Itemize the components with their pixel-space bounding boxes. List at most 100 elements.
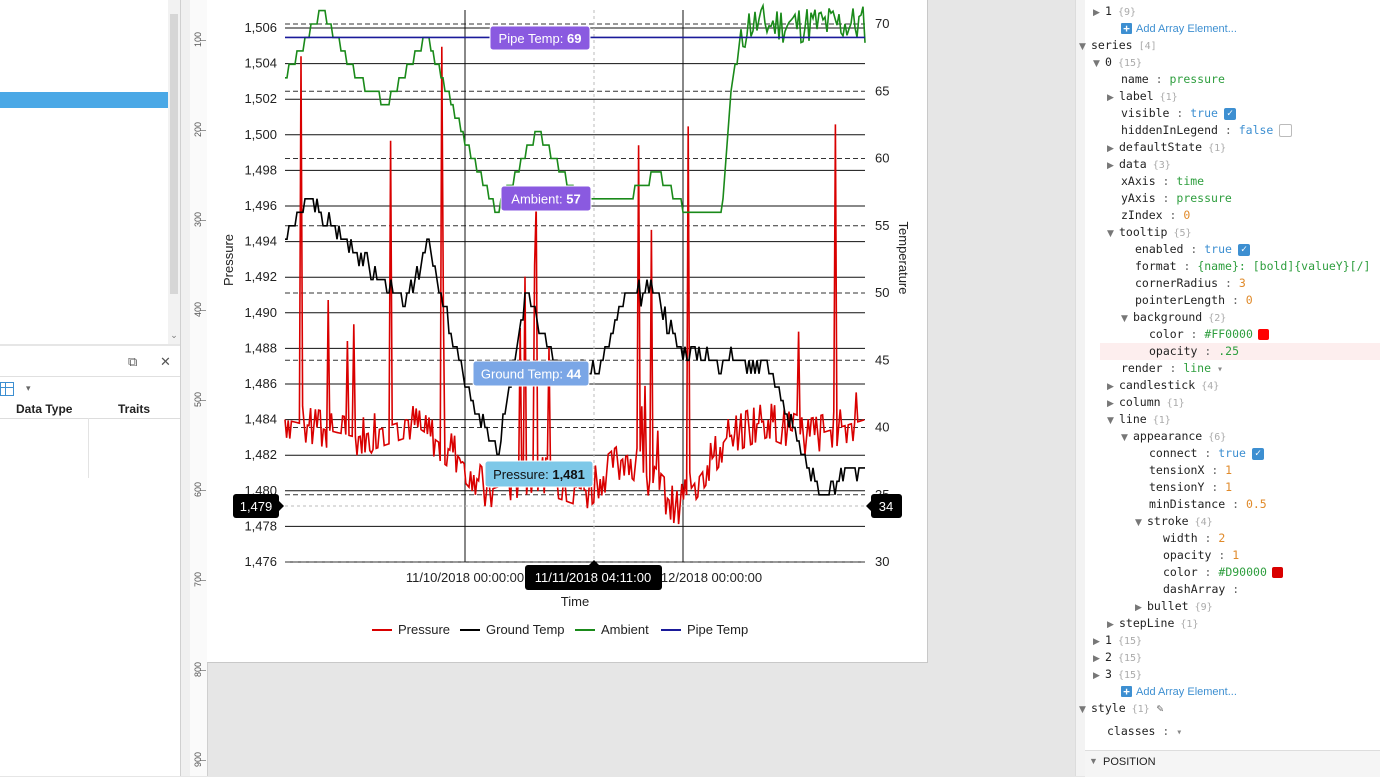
chevron-down-icon[interactable]: ▾ (26, 383, 31, 393)
property-row[interactable]: width : 2 (1163, 530, 1225, 547)
property-row[interactable]: ▶ 3 {15} (1093, 666, 1142, 683)
selected-tree-row[interactable] (0, 92, 168, 108)
property-row[interactable]: ▶ label {1} (1107, 88, 1178, 105)
property-row[interactable]: ▶ data {3} (1107, 156, 1171, 173)
checkbox[interactable]: ✓ (1223, 107, 1236, 120)
checkbox[interactable]: ✓ (1237, 243, 1250, 256)
property-value[interactable]: line (1183, 361, 1212, 375)
chevron-down-icon[interactable]: ▾ (1211, 364, 1224, 375)
expand-arrow-icon[interactable]: ▶ (1093, 637, 1100, 647)
property-row[interactable]: ▶ 1 {9} (1093, 3, 1136, 20)
color-swatch[interactable] (1257, 329, 1269, 340)
property-row[interactable]: xAxis : time (1121, 173, 1204, 190)
legend-item-label[interactable]: Pipe Temp (687, 622, 748, 637)
expand-arrow-icon[interactable]: ▶ (1093, 654, 1100, 664)
plus-icon[interactable]: + (1121, 686, 1132, 697)
property-row[interactable]: tensionY : 1 (1149, 479, 1232, 496)
expand-arrow-icon[interactable]: ▶ (1135, 603, 1142, 613)
property-row[interactable]: ▼ background {2} (1121, 309, 1226, 326)
add-array-element-label[interactable]: Add Array Element... (1136, 23, 1237, 35)
expand-arrow-icon[interactable]: ▶ (1107, 399, 1114, 409)
property-row[interactable]: opacity : .25 (1100, 343, 1380, 360)
property-row[interactable]: cornerRadius : 3 (1135, 275, 1246, 292)
property-row[interactable]: classes : ▾ (1107, 723, 1182, 740)
property-value[interactable]: pressure (1176, 191, 1232, 205)
property-row[interactable]: ▶ column {1} (1107, 394, 1185, 411)
legend-item-label[interactable]: Ground Temp (486, 622, 565, 637)
column-header-data-type[interactable]: Data Type (16, 402, 73, 416)
property-row[interactable]: ▼ line {1} (1107, 411, 1171, 428)
property-value[interactable]: #D90000 (1218, 565, 1267, 579)
property-row[interactable]: ▼ stroke {4} (1135, 513, 1213, 530)
property-row[interactable]: enabled : true ✓ (1135, 241, 1250, 258)
property-value[interactable]: {name}: [bold]{valueY}[/] (1197, 259, 1371, 273)
plus-icon[interactable]: + (1121, 23, 1132, 34)
scrollbar[interactable]: ⌄ (168, 0, 180, 344)
property-row[interactable]: connect : true ✓ (1149, 445, 1264, 462)
property-value[interactable]: 1 (1232, 548, 1240, 562)
property-row[interactable]: dashArray : (1163, 581, 1239, 598)
collapse-arrow-icon[interactable]: ▼ (1107, 229, 1114, 239)
collapse-arrow-icon[interactable]: ▼ (1121, 314, 1128, 324)
splitter[interactable] (1075, 0, 1086, 776)
property-value[interactable]: pressure (1169, 72, 1225, 86)
property-value[interactable]: #FF0000 (1204, 327, 1253, 341)
checkbox[interactable]: ✓ (1251, 447, 1264, 460)
add-array-element-label[interactable]: Add Array Element... (1136, 686, 1237, 698)
property-row[interactable]: visible : true ✓ (1121, 105, 1236, 122)
expand-arrow-icon[interactable]: ▶ (1107, 382, 1114, 392)
property-value[interactable]: .25 (1218, 344, 1240, 358)
expand-arrow-icon[interactable]: ▶ (1107, 161, 1114, 171)
property-value[interactable]: 0.5 (1245, 497, 1267, 511)
collapse-arrow-icon[interactable]: ▼ (1121, 433, 1128, 443)
property-row[interactable]: ▼ 0 {15} (1093, 54, 1142, 71)
property-value[interactable]: 2 (1218, 531, 1226, 545)
property-value[interactable]: true (1204, 242, 1232, 256)
property-row[interactable]: ▼ appearance {6} (1121, 428, 1226, 445)
property-value[interactable]: false (1238, 123, 1274, 137)
property-row[interactable]: minDistance : 0.5 (1149, 496, 1267, 513)
property-value[interactable]: 0 (1245, 293, 1253, 307)
property-row[interactable]: yAxis : pressure (1121, 190, 1232, 207)
position-section-header[interactable]: ▼ POSITION (1085, 750, 1380, 777)
property-value[interactable]: time (1176, 174, 1205, 188)
property-row[interactable]: pointerLength : 0 (1135, 292, 1253, 309)
add-array-element-link[interactable]: + Add Array Element... (1121, 20, 1237, 37)
expand-arrow-icon[interactable]: ▶ (1107, 93, 1114, 103)
property-row[interactable]: ▶ stepLine {1} (1107, 615, 1198, 632)
color-swatch[interactable] (1271, 567, 1283, 578)
chevron-down-icon[interactable]: ⌄ (170, 330, 178, 340)
collapse-arrow-icon[interactable]: ▼ (1107, 416, 1114, 426)
property-row[interactable]: ▶ bullet {9} (1135, 598, 1213, 615)
table-view-icon[interactable] (0, 382, 14, 396)
splitter[interactable] (180, 0, 191, 776)
expand-arrow-icon[interactable]: ▶ (1093, 8, 1100, 18)
property-value[interactable]: 1 (1225, 480, 1233, 494)
property-row[interactable]: ▼ style {1} ✎ (1079, 700, 1164, 717)
legend-item-label[interactable]: Ambient (601, 622, 649, 637)
property-row[interactable]: hiddenInLegend : false (1121, 122, 1293, 139)
property-row[interactable]: format : {name}: [bold]{valueY}[/] (1135, 258, 1370, 275)
property-row[interactable]: opacity : 1 (1163, 547, 1239, 564)
property-value[interactable]: true (1218, 446, 1246, 460)
collapse-arrow-icon[interactable]: ▼ (1135, 518, 1142, 528)
float-window-icon[interactable]: ⧉ (128, 354, 138, 369)
column-header-traits[interactable]: Traits (118, 402, 151, 416)
legend-item-label[interactable]: Pressure (398, 622, 450, 637)
expand-arrow-icon[interactable]: ▶ (1093, 671, 1100, 681)
time-series-chart[interactable]: 1,4761,4781,4801,4821,4841,4861,4881,490… (207, 0, 927, 662)
scrollbar-thumb[interactable] (170, 14, 178, 294)
property-row[interactable]: tensionX : 1 (1149, 462, 1232, 479)
collapse-arrow-icon[interactable]: ▼ (1079, 705, 1086, 715)
property-row[interactable]: ▼ tooltip {5} (1107, 224, 1192, 241)
property-value[interactable]: 1 (1225, 463, 1233, 477)
property-row[interactable]: ▶ 1 {15} (1093, 632, 1142, 649)
property-value[interactable]: true (1190, 106, 1218, 120)
close-icon[interactable]: ✕ (160, 354, 171, 369)
property-row[interactable]: ▼ series [4] (1079, 37, 1157, 54)
property-row[interactable]: render : line ▾ (1121, 360, 1223, 377)
property-row[interactable]: ▶ 2 {15} (1093, 649, 1142, 666)
property-row[interactable]: color : #D90000 (1163, 564, 1283, 581)
collapse-arrow-icon[interactable]: ▼ (1093, 59, 1100, 69)
collapse-arrow-icon[interactable]: ▼ (1079, 42, 1086, 52)
